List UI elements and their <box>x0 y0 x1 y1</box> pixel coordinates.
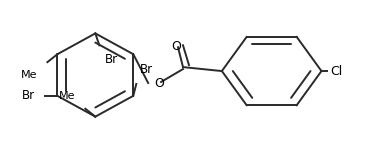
Text: Me: Me <box>21 70 38 80</box>
Text: Br: Br <box>140 63 153 76</box>
Text: Br: Br <box>22 89 35 102</box>
Text: Me: Me <box>59 91 76 101</box>
Text: O: O <box>171 40 181 53</box>
Text: O: O <box>154 78 164 90</box>
Text: Cl: Cl <box>330 65 343 78</box>
Text: Br: Br <box>105 53 118 66</box>
